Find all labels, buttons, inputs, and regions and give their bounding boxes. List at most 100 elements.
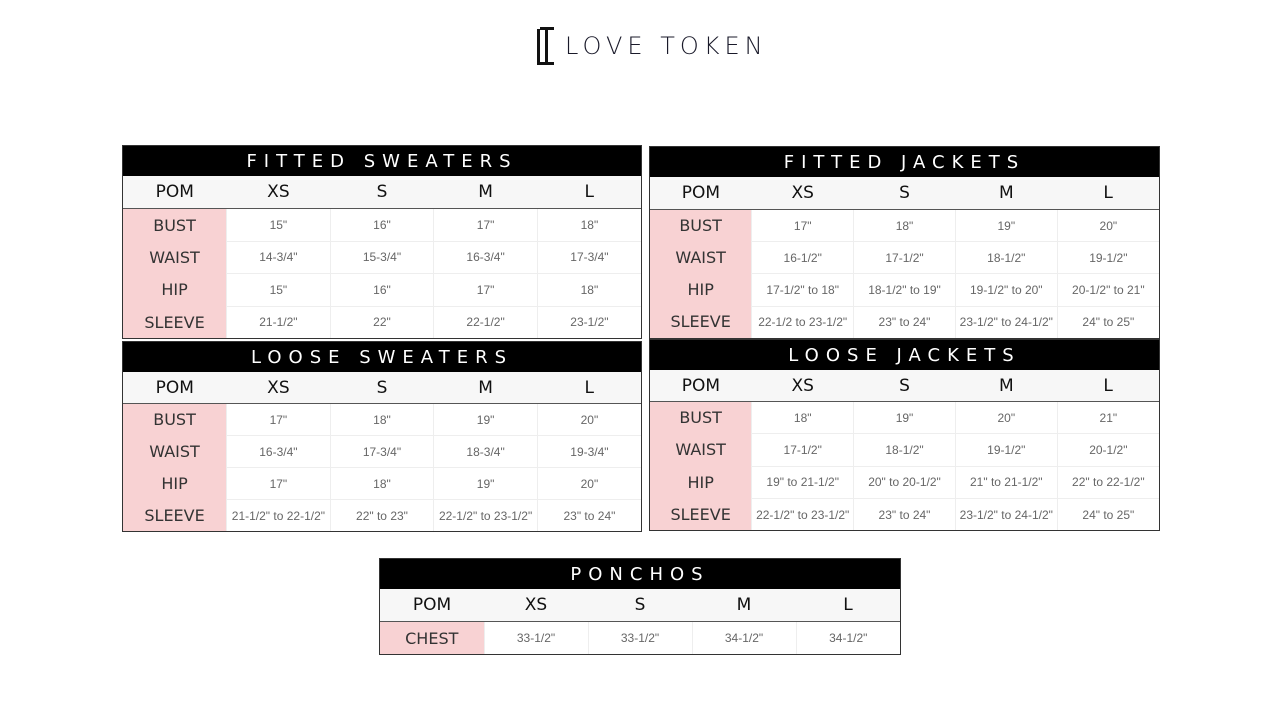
size-value: 17-1/2" [853, 241, 956, 274]
size-value: 16-1/2" [751, 241, 854, 274]
size-value: 18" [751, 400, 854, 434]
pom-label: BUST [123, 403, 227, 436]
table-row: HIP 19" to 21-1/2" 20" to 20-1/2" 21" to 21… [650, 465, 1159, 499]
chart-title: LOOSE SWEATERS [123, 342, 641, 372]
size-value: 17-3/4" [329, 435, 434, 468]
size-value: 34-1/2" [691, 621, 796, 654]
size-value: 19" [433, 403, 538, 436]
pom-label: WAIST [650, 241, 752, 274]
column-header: L [537, 372, 641, 404]
size-value: 21-1/2" to 22-1/2" [226, 499, 331, 531]
size-value: 19-1/2" [954, 433, 1058, 467]
size-value: 17" [226, 467, 331, 500]
size-value: 18-1/2" [853, 433, 956, 467]
chart-title: LOOSE JACKETS [650, 340, 1159, 370]
chart-title: FITTED JACKETS [650, 147, 1159, 177]
brand-logo: LOVE TOKEN [537, 26, 768, 66]
table-row: BUST 15" 16" 17" 18" [123, 208, 641, 241]
column-header: S [853, 177, 956, 210]
size-value: 23" to 24" [853, 305, 956, 338]
size-value: 23-1/2" [536, 305, 641, 338]
size-value: 19-1/2" [1056, 241, 1159, 274]
table-row: BUST 17" 18" 19" 20" [123, 403, 641, 436]
size-value: 21" [1056, 400, 1159, 434]
size-value: 14-3/4" [226, 240, 331, 274]
size-value: 33-1/2" [587, 621, 692, 654]
size-value: 23-1/2" to 24-1/2" [954, 305, 1058, 338]
size-value: 17" [433, 273, 538, 306]
pom-label: HIP [123, 273, 227, 306]
column-header: XS [484, 589, 588, 622]
size-table: POM XS S M L BUST 17" 18" 19" 20" WAIST 16-3/4" 17-3… [123, 372, 641, 531]
size-value: 21-1/2" [226, 305, 331, 338]
column-header: XS [226, 372, 331, 404]
size-value: 20-1/2" to 21" [1056, 273, 1159, 307]
size-value: 20" [536, 467, 641, 500]
size-value: 17" [226, 403, 331, 436]
size-value: 22-1/2" to 23-1/2" [751, 497, 854, 531]
size-value: 17" [751, 208, 854, 242]
table-row: CHEST 33-1/2" 33-1/2" 34-1/2" 34-1/2" [380, 621, 900, 654]
size-table: POM XS S M L CHEST 33-1/2" 33-1/2" 34-1/2" 34-1/2… [380, 589, 900, 654]
size-table: POM XS S M L BUST 15" 16" 17" 18" WAIST 14-3/4" 15-3… [123, 176, 641, 338]
header-row: POM XS S M L [650, 370, 1159, 402]
size-value: 20-1/2" [1056, 433, 1159, 467]
fitted-sweaters-size-chart: FITTED SWEATERS POM XS S M L BUST 15" 16" 17" 18" W… [122, 145, 642, 339]
column-header: XS [751, 177, 854, 210]
table-row: SLEEVE 21-1/2" to 22-1/2" 22" to 23" 22-1/2… [123, 499, 641, 531]
pom-label: WAIST [123, 241, 227, 274]
pom-label: SLEEVE [123, 306, 227, 338]
column-header: M [433, 176, 538, 209]
fitted-jackets-size-chart: FITTED JACKETS POM XS S M L BUST 17" 18" 19" 20" WA… [649, 146, 1160, 339]
column-header: POM [123, 176, 227, 209]
size-value: 19-3/4" [536, 435, 641, 468]
column-header: POM [650, 177, 752, 210]
size-value: 18" [536, 208, 641, 241]
column-header: S [330, 176, 434, 209]
pom-label: BUST [650, 401, 752, 434]
table-row: HIP 17-1/2" to 18" 18-1/2" to 19" 19-1/2" t… [650, 273, 1159, 307]
size-value: 19" [433, 467, 538, 500]
table-row: BUST 17" 18" 19" 20" [650, 208, 1159, 242]
ponchos-size-chart: PONCHOS POM XS S M L CHEST 33-1/2" 33-1/2" 34-1/2… [379, 558, 901, 655]
size-value: 17-1/2" to 18" [751, 273, 854, 307]
size-value: 20" [1056, 208, 1159, 242]
column-header: POM [380, 589, 484, 622]
size-value: 16-3/4" [226, 435, 331, 468]
size-value: 17-3/4" [536, 240, 641, 274]
pom-label: HIP [650, 466, 752, 499]
size-value: 19" [853, 400, 956, 434]
table-row: BUST 18" 19" 20" 21" [650, 400, 1159, 434]
column-header: POM [650, 370, 752, 402]
logo-mark-icon [537, 27, 557, 65]
size-value: 18-3/4" [433, 435, 538, 468]
column-header: M [955, 177, 1058, 210]
size-table: POM XS S M L BUST 17" 18" 19" 20" WAIST 16-1/2" 17-1… [650, 177, 1159, 338]
table-row: SLEEVE 22-1/2 to 23-1/2" 23" to 24" 23-1/2"… [650, 305, 1159, 338]
brand-name: LOVE TOKEN [565, 32, 768, 60]
size-value: 20" [536, 403, 641, 436]
size-value: 22-1/2 to 23-1/2" [751, 305, 854, 338]
size-value: 18-1/2" to 19" [853, 273, 956, 307]
size-value: 19-1/2" to 20" [954, 273, 1058, 307]
table-row: WAIST 16-1/2" 17-1/2" 18-1/2" 19-1/2" [650, 241, 1159, 274]
size-table: POM XS S M L BUST 18" 19" 20" 21" WAIST 17-1/2" 18-1… [650, 370, 1159, 531]
header-row: POM XS S M L [380, 589, 900, 622]
size-value: 18" [329, 403, 434, 436]
size-value: 23" to 24" [536, 499, 641, 531]
column-header: POM [123, 372, 227, 404]
header-row: POM XS S M L [123, 176, 641, 209]
pom-label: BUST [650, 209, 752, 242]
table-row: WAIST 17-1/2" 18-1/2" 19-1/2" 20-1/2" [650, 433, 1159, 467]
size-value: 22" [329, 305, 434, 338]
pom-label: CHEST [380, 621, 484, 654]
size-value: 24" to 25" [1056, 305, 1159, 338]
size-value: 20" [954, 400, 1058, 434]
size-value: 18" [853, 208, 956, 242]
table-row: SLEEVE 22-1/2" to 23-1/2" 23" to 24" 23-1/2… [650, 497, 1159, 531]
size-value: 19" [954, 208, 1058, 242]
size-value: 33-1/2" [483, 621, 588, 654]
size-value: 23" to 24" [853, 497, 956, 531]
size-value: 21" to 21-1/2" [954, 465, 1058, 499]
column-header: L [1057, 177, 1159, 210]
